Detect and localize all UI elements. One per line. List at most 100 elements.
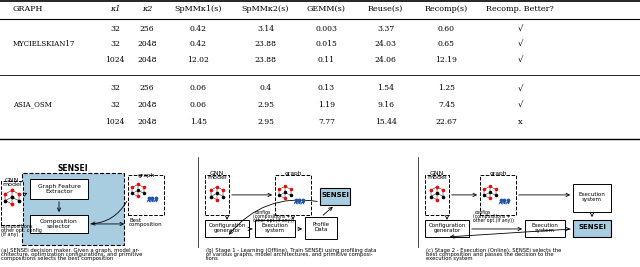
Text: ASIA_OSM: ASIA_OSM (13, 101, 52, 108)
Text: 2048: 2048 (138, 117, 157, 125)
Bar (255, 220, 295, 237)
Text: SpMMκ1(s): SpMMκ1(s) (175, 5, 222, 13)
Bar (128, 175, 164, 215)
Text: 0.42: 0.42 (190, 40, 207, 48)
Text: GNN: GNN (430, 171, 444, 176)
Text: 24.06: 24.06 (374, 56, 397, 64)
Text: 32: 32 (110, 25, 120, 33)
Text: 1.45: 1.45 (190, 117, 207, 125)
Text: system: system (582, 197, 602, 202)
Text: graph: graph (284, 171, 301, 176)
Text: 2048: 2048 (138, 101, 157, 108)
Text: model: model (207, 175, 227, 180)
Bar (205, 220, 249, 237)
Text: system: system (535, 229, 555, 233)
Text: MYCIELSKIAN17: MYCIELSKIAN17 (13, 40, 75, 48)
Text: √: √ (517, 40, 523, 48)
Text: 1024: 1024 (106, 117, 125, 125)
Text: best composition and passes the decision to the: best composition and passes the decision… (426, 253, 554, 257)
Text: 1024: 1024 (106, 56, 125, 64)
Bar (275, 175, 311, 215)
Text: Graph Feature: Graph Feature (38, 184, 81, 189)
Text: system: system (265, 229, 285, 233)
Bar (22, 173, 124, 245)
Text: graph: graph (137, 173, 155, 178)
Text: Extractor: Extractor (45, 189, 73, 194)
Text: configs: configs (475, 210, 492, 215)
Text: (c) Stage 2 - Execution (Online). SENSEi selects the: (c) Stage 2 - Execution (Online). SENSEi… (426, 249, 561, 253)
Text: other opt. config: other opt. config (1, 229, 42, 233)
Text: model: model (2, 182, 22, 187)
Text: κ2: κ2 (142, 5, 152, 13)
Text: Recomp(s): Recomp(s) (425, 5, 468, 13)
Text: 7.45: 7.45 (438, 101, 455, 108)
Text: 0.13: 0.13 (318, 84, 335, 92)
Bar (30, 215, 88, 233)
Bar (305, 217, 337, 239)
Text: 0.015: 0.015 (316, 40, 337, 48)
Text: 22.67: 22.67 (435, 117, 458, 125)
Text: GNN: GNN (210, 171, 224, 176)
Text: 15.44: 15.44 (374, 117, 397, 125)
Text: 0.003: 0.003 (316, 25, 337, 33)
Text: κ1: κ1 (110, 5, 120, 13)
Text: Configuration: Configuration (208, 223, 246, 229)
Text: 23.88: 23.88 (255, 40, 276, 48)
Text: configs: configs (255, 210, 271, 215)
Text: execution system: execution system (426, 257, 472, 261)
Text: Data: Data (314, 227, 328, 233)
Text: Execution: Execution (579, 193, 605, 197)
Text: 1.25: 1.25 (438, 84, 455, 92)
Text: generator: generator (433, 229, 461, 233)
Text: GRAPH: GRAPH (13, 5, 43, 13)
Text: 12.19: 12.19 (435, 56, 458, 64)
Text: GNN: GNN (5, 178, 19, 183)
Text: Execution: Execution (532, 223, 559, 229)
Text: √: √ (517, 56, 523, 64)
Bar (425, 175, 449, 215)
Text: 24.03: 24.03 (374, 40, 397, 48)
Bar (480, 175, 516, 215)
Text: 1.54: 1.54 (377, 84, 394, 92)
Text: Best: Best (129, 218, 141, 223)
Text: GEMM(s): GEMM(s) (307, 5, 346, 13)
Text: 2.95: 2.95 (257, 101, 274, 108)
Text: chitecture, optimization configurations, and primitive: chitecture, optimization configurations,… (1, 253, 142, 257)
Text: SENSEI: SENSEI (578, 224, 606, 230)
Text: 0.42: 0.42 (190, 25, 207, 33)
Text: (compositions +: (compositions + (253, 214, 291, 219)
Text: 3.14: 3.14 (257, 25, 274, 33)
Text: √: √ (517, 25, 523, 33)
Text: composition: composition (129, 222, 163, 227)
Text: 23.88: 23.88 (255, 56, 276, 64)
Text: Composition: Composition (40, 219, 78, 225)
Text: SpMMκ2(s): SpMMκ2(s) (242, 5, 289, 13)
Text: selector: selector (47, 225, 71, 229)
Text: (compositions +: (compositions + (473, 214, 511, 219)
Bar (425, 220, 469, 237)
Text: (if any): (if any) (1, 233, 19, 237)
Text: 1.19: 1.19 (318, 101, 335, 108)
Bar (525, 220, 565, 237)
Text: (b) Stage 1 - Learning (Offline). Train SENSEi using profiling data: (b) Stage 1 - Learning (Offline). Train … (206, 249, 376, 253)
Text: 7.77: 7.77 (318, 117, 335, 125)
Text: √: √ (517, 101, 523, 108)
Text: 32: 32 (110, 101, 120, 108)
Text: 0.06: 0.06 (190, 84, 207, 92)
Text: 0.60: 0.60 (438, 25, 455, 33)
Text: 3.37: 3.37 (377, 25, 394, 33)
Text: Reuse(s): Reuse(s) (368, 5, 403, 13)
Text: Configuration: Configuration (428, 223, 466, 229)
Text: 12.02: 12.02 (188, 56, 209, 64)
Text: model: model (427, 175, 447, 180)
Text: 0.11: 0.11 (318, 56, 335, 64)
Text: compositions selects the best composition: compositions selects the best compositio… (1, 257, 113, 261)
Bar (573, 220, 611, 237)
Bar (30, 179, 88, 199)
Text: 0.4: 0.4 (260, 84, 271, 92)
Text: Profile: Profile (312, 222, 330, 227)
Text: generator: generator (213, 229, 241, 233)
Text: 2048: 2048 (138, 40, 157, 48)
Bar (1, 181, 23, 225)
Text: √: √ (517, 84, 523, 92)
